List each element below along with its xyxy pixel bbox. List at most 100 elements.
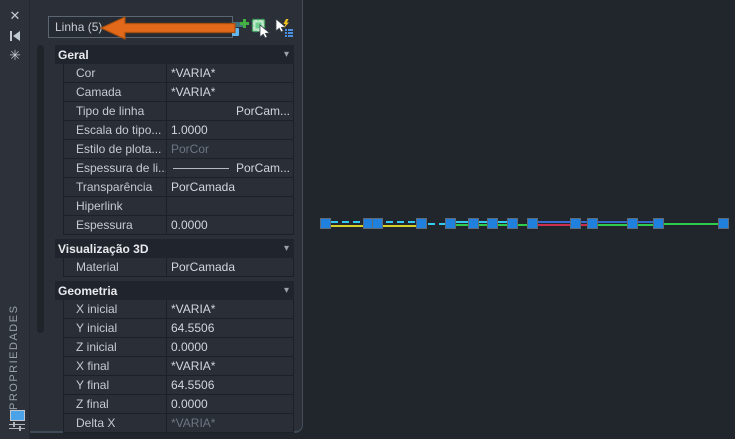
grip-handle[interactable]: [570, 218, 581, 229]
line-segment[interactable]: [592, 221, 658, 223]
auto-hide-pin-icon[interactable]: [0, 26, 30, 46]
property-row-y-final: Y final 64.5506: [63, 376, 294, 395]
property-label: Estilo de plota...: [64, 140, 167, 158]
property-row-espessura: Espessura 0.0000: [63, 216, 294, 235]
property-row-delta-x: Delta X *VARIA*: [63, 414, 294, 433]
section-header-visualiza-o-3d[interactable]: Visualização 3D ▾: [55, 239, 294, 258]
line-segment[interactable]: [428, 223, 448, 225]
section-header-geral[interactable]: Geral ▾: [55, 45, 294, 64]
mini-slider-line: [9, 426, 25, 431]
property-value-text: *VARIA*: [171, 66, 216, 80]
property-label: Espessura de li...: [64, 159, 167, 177]
quick-select-icon[interactable]: [274, 18, 294, 38]
close-icon[interactable]: ✕: [0, 5, 30, 25]
toggle-pickadd-icon[interactable]: [230, 18, 250, 38]
property-value-text: *VARIA*: [171, 359, 216, 373]
property-row-z-inicial: Z inicial 0.0000: [63, 338, 294, 357]
section-title: Geometria: [58, 283, 118, 298]
selection-type-value: Linha (5): [55, 20, 103, 34]
property-value[interactable]: 64.5506: [167, 319, 293, 337]
property-row-x-final: X final *VARIA*: [63, 357, 294, 376]
grip-handle[interactable]: [445, 218, 456, 229]
property-value-text: PorCam...: [235, 161, 290, 175]
property-row-hiperlink: Hiperlink: [63, 197, 294, 216]
palette-title-vertical[interactable]: PROPRIEDADES: [8, 304, 20, 410]
property-row-material: Material PorCamada: [63, 258, 294, 277]
property-label: Z final: [64, 395, 167, 413]
property-value[interactable]: *VARIA*: [167, 64, 293, 82]
property-value[interactable]: PorCam...: [167, 102, 293, 120]
close-glyph: ✕: [9, 7, 21, 23]
line-segment[interactable]: [448, 221, 512, 223]
property-label: Delta X: [64, 414, 167, 432]
property-label: Y final: [64, 376, 167, 394]
section-header-geometria[interactable]: Geometria ▾: [55, 281, 294, 300]
property-label: Espessura: [64, 216, 167, 234]
select-objects-icon[interactable]: [251, 18, 271, 39]
grip-handle[interactable]: [507, 218, 518, 229]
selection-type-combobox[interactable]: Linha (5): [48, 16, 233, 38]
property-value[interactable]: [167, 197, 293, 215]
section-title: Visualização 3D: [58, 241, 149, 256]
line-segment[interactable]: [658, 223, 723, 225]
property-value[interactable]: PorCamada: [167, 178, 293, 196]
property-value[interactable]: 1.0000: [167, 121, 293, 139]
chevron-down-icon[interactable]: ▾: [283, 285, 289, 296]
section-title: Geral: [58, 47, 89, 62]
property-row-x-inicial: X inicial *VARIA*: [63, 300, 294, 319]
property-value[interactable]: PorCor: [167, 140, 293, 158]
linetype-preview-line: [173, 167, 229, 169]
property-value[interactable]: *VARIA*: [167, 83, 293, 101]
mini-window-shape: [9, 410, 25, 421]
property-row-transpar-ncia: Transparência PorCamada: [63, 178, 294, 197]
palette-side-bar: ✕ ✳ PROPRIEDADES: [0, 0, 30, 439]
property-value-text: 64.5506: [171, 321, 215, 335]
property-row-estilo-de-plota: Estilo de plota... PorCor: [63, 140, 294, 159]
property-label: Tipo de linha: [64, 102, 167, 120]
property-label: Material: [64, 258, 167, 276]
property-value[interactable]: 64.5506: [167, 376, 293, 394]
property-row-z-final: Z final 0.0000: [63, 395, 294, 414]
grip-handle[interactable]: [718, 218, 729, 229]
property-label: Escala do tipo...: [64, 121, 167, 139]
chevron-down-icon[interactable]: ▾: [283, 243, 289, 254]
property-label: Camada: [64, 83, 167, 101]
grip-handle[interactable]: [487, 218, 498, 229]
palette-scrollbar[interactable]: [37, 45, 44, 333]
grip-handle[interactable]: [653, 218, 664, 229]
property-value[interactable]: PorCam...: [167, 159, 293, 177]
property-value[interactable]: 0.0000: [167, 216, 293, 234]
property-row-cor: Cor *VARIA*: [63, 64, 294, 83]
property-value[interactable]: 0.0000: [167, 395, 293, 413]
grip-handle[interactable]: [372, 218, 383, 229]
grip-handle[interactable]: [527, 218, 538, 229]
grip-handle[interactable]: [468, 218, 479, 229]
property-row-tipo-de-linha: Tipo de linha PorCam...: [63, 102, 294, 121]
property-label: Y inicial: [64, 319, 167, 337]
chevron-down-icon[interactable]: ▾: [283, 49, 289, 60]
property-grid: Geral ▾ Cor *VARIA* Camada *VARIA* Tipo de lin…: [48, 45, 294, 433]
line-segment[interactable]: [532, 221, 592, 223]
property-row-camada: Camada *VARIA*: [63, 83, 294, 102]
property-value[interactable]: *VARIA*: [167, 414, 293, 432]
palette-header: Linha (5): [48, 16, 294, 40]
property-value[interactable]: 0.0000: [167, 338, 293, 356]
line-segment[interactable]: [592, 224, 658, 226]
property-label: X final: [64, 357, 167, 375]
property-value-text: *VARIA*: [171, 85, 216, 99]
grip-handle[interactable]: [627, 218, 638, 229]
grip-handle[interactable]: [320, 218, 331, 229]
property-label: X inicial: [64, 300, 167, 318]
property-value-text: 0.0000: [171, 340, 208, 354]
grip-handle[interactable]: [416, 218, 427, 229]
palette-settings-gear-icon[interactable]: ✳: [0, 45, 30, 65]
property-value[interactable]: *VARIA*: [167, 357, 293, 375]
property-value-text: PorCam...: [235, 104, 290, 118]
mini-slider-line: [9, 422, 25, 427]
property-value-text: 64.5506: [171, 378, 215, 392]
grip-handle[interactable]: [587, 218, 598, 229]
property-value[interactable]: *VARIA*: [167, 300, 293, 318]
line-segment[interactable]: [532, 224, 592, 226]
property-value[interactable]: PorCamada: [167, 258, 293, 276]
property-value-text: 0.0000: [171, 397, 208, 411]
